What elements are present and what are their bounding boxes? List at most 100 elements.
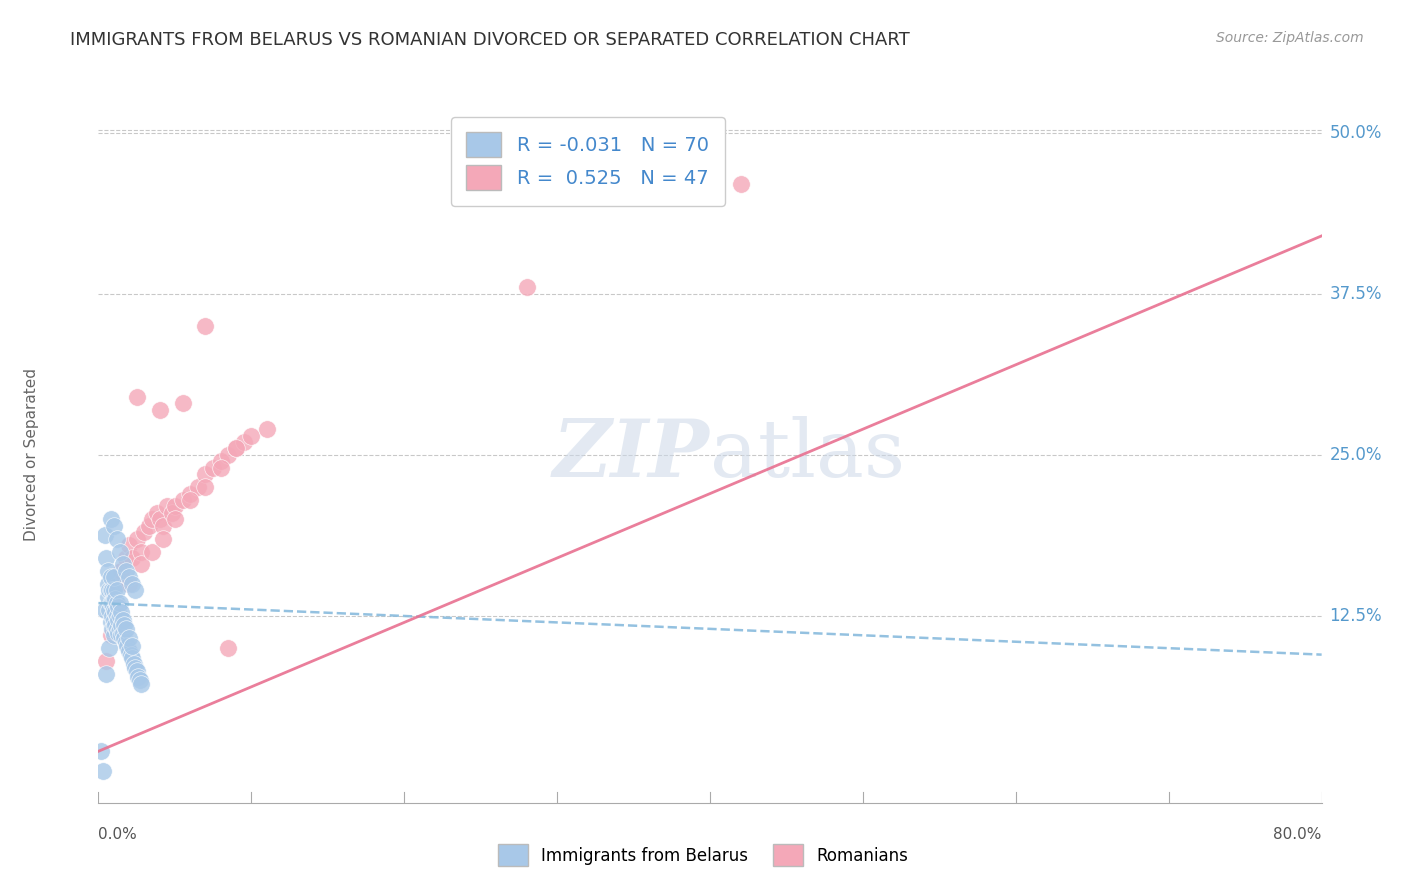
Point: [194, 480, 217, 494]
Point: [115, 622, 138, 636]
Point: [97, 590, 120, 604]
Point: [172, 396, 194, 410]
Point: [105, 615, 128, 630]
Point: [110, 564, 132, 578]
Point: [129, 677, 152, 691]
Point: [100, 570, 122, 584]
Point: [97, 564, 120, 578]
Point: [91, 764, 114, 778]
Text: Divorced or Separated: Divorced or Separated: [24, 368, 38, 541]
Point: [127, 669, 149, 683]
Point: [118, 538, 141, 552]
Point: [101, 609, 124, 624]
Text: IMMIGRANTS FROM BELARUS VS ROMANIAN DIVORCED OR SEPARATED CORRELATION CHART: IMMIGRANTS FROM BELARUS VS ROMANIAN DIVO…: [70, 31, 910, 49]
Point: [94, 654, 117, 668]
Text: 25.0%: 25.0%: [1329, 446, 1382, 464]
Point: [111, 613, 134, 627]
Point: [93, 602, 115, 616]
Point: [122, 657, 145, 671]
Point: [110, 618, 132, 632]
Point: [105, 596, 128, 610]
Point: [104, 592, 127, 607]
Point: [125, 390, 148, 404]
Point: [160, 506, 183, 520]
Point: [149, 402, 172, 417]
Point: [129, 544, 152, 558]
Point: [98, 583, 121, 598]
Point: [125, 532, 148, 546]
Point: [118, 644, 141, 658]
Text: 0.0%: 0.0%: [98, 827, 138, 841]
Point: [232, 435, 254, 450]
Point: [107, 599, 129, 614]
Point: [98, 641, 121, 656]
Point: [163, 500, 186, 514]
Point: [111, 625, 134, 640]
Point: [115, 564, 138, 578]
Point: [172, 493, 194, 508]
Point: [124, 660, 146, 674]
Point: [107, 625, 129, 640]
Point: [98, 602, 121, 616]
Text: 50.0%: 50.0%: [1329, 124, 1382, 142]
Point: [101, 583, 124, 598]
Legend: Immigrants from Belarus, Romanians: Immigrants from Belarus, Romanians: [485, 831, 921, 880]
Point: [107, 613, 129, 627]
Point: [256, 422, 278, 436]
Point: [94, 551, 117, 566]
Point: [240, 428, 263, 442]
Point: [94, 667, 117, 681]
Point: [112, 631, 135, 645]
Point: [129, 558, 152, 572]
Point: [103, 613, 125, 627]
Point: [141, 512, 163, 526]
Point: [101, 596, 124, 610]
Point: [103, 570, 125, 584]
Point: [128, 673, 150, 688]
Point: [100, 628, 122, 642]
Point: [120, 648, 142, 662]
Point: [110, 605, 132, 619]
Point: [108, 609, 131, 624]
Text: 37.5%: 37.5%: [1329, 285, 1382, 303]
Point: [194, 467, 217, 482]
Point: [179, 493, 201, 508]
Point: [187, 480, 209, 494]
Text: 80.0%: 80.0%: [1274, 827, 1322, 841]
Point: [152, 518, 174, 533]
Point: [105, 532, 128, 546]
Point: [100, 596, 122, 610]
Point: [121, 639, 143, 653]
Point: [125, 665, 148, 679]
Point: [97, 576, 120, 591]
Text: atlas: atlas: [710, 416, 905, 494]
Point: [121, 551, 143, 566]
Point: [111, 558, 134, 572]
Point: [105, 609, 128, 624]
Point: [115, 634, 138, 648]
Point: [179, 486, 201, 500]
Point: [104, 605, 127, 619]
Text: ZIP: ZIP: [553, 417, 710, 493]
Point: [100, 583, 122, 598]
Point: [100, 512, 122, 526]
Point: [516, 280, 538, 294]
Point: [115, 551, 138, 566]
Point: [117, 639, 139, 653]
Point: [105, 576, 128, 591]
Point: [730, 178, 752, 192]
Point: [121, 651, 143, 665]
Point: [118, 570, 141, 584]
Point: [112, 618, 135, 632]
Point: [156, 500, 179, 514]
Point: [152, 532, 174, 546]
Point: [105, 583, 128, 598]
Point: [90, 744, 112, 758]
Point: [93, 528, 115, 542]
Point: [103, 628, 125, 642]
Point: [103, 592, 125, 607]
Point: [138, 518, 160, 533]
Point: [163, 512, 186, 526]
Point: [103, 618, 125, 632]
Point: [149, 512, 172, 526]
